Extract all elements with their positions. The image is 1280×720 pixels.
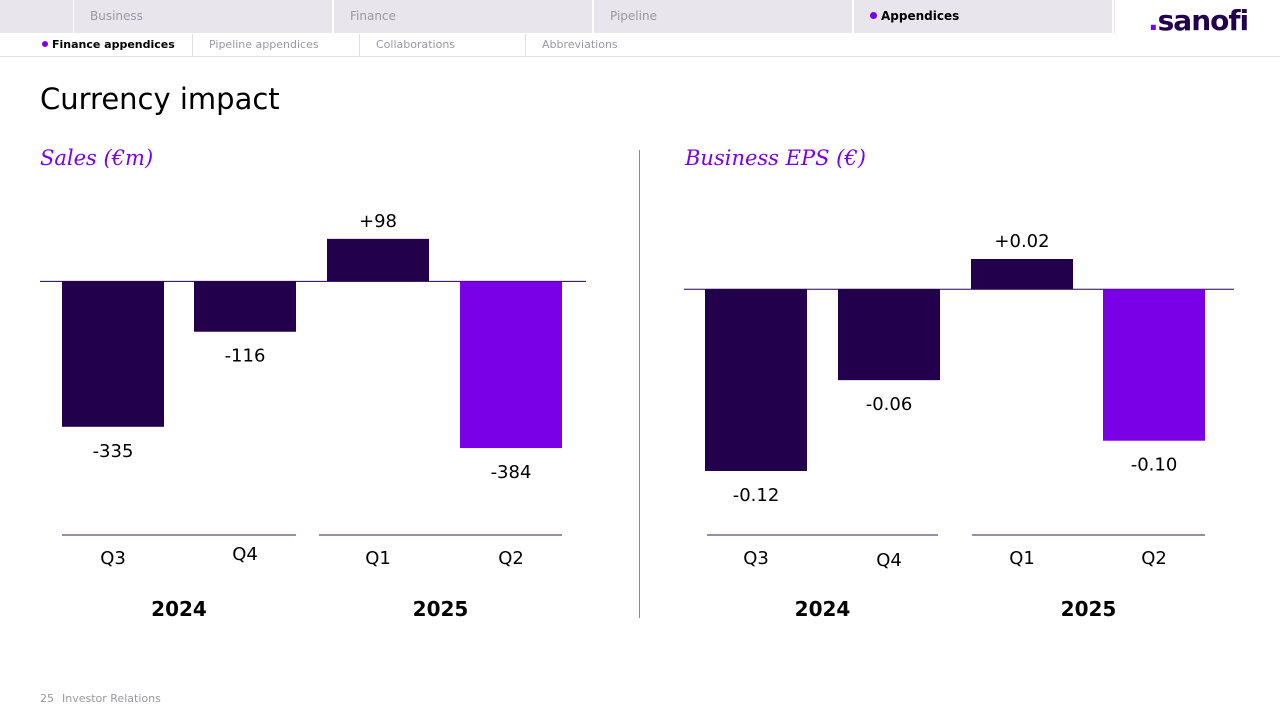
- nav-tab-finance[interactable]: Finance: [334, 0, 594, 33]
- tick-label: Q2: [1141, 548, 1167, 569]
- group-label-2024: 2024: [151, 597, 207, 621]
- page-title: Currency impact: [40, 82, 280, 116]
- active-dot-icon: [42, 41, 48, 47]
- nav-spacer: [0, 0, 74, 33]
- nav-tab-label: Pipeline: [610, 9, 657, 23]
- footer: 25 Investor Relations: [40, 692, 161, 705]
- data-label: -0.12: [733, 485, 780, 506]
- subtab-label: Pipeline appendices: [209, 38, 319, 51]
- bar-q3: [62, 281, 164, 427]
- eps-chart-title: Business EPS (€): [685, 146, 866, 170]
- nav-tab-business[interactable]: Business: [74, 0, 334, 33]
- eps-chart: -0.12 Q3 -0.06 Q4 +0.02 Q1 -0.10 Q2 2024 2025: [684, 231, 1234, 621]
- footer-text: Investor Relations: [62, 692, 161, 705]
- group-label-2025: 2025: [1061, 597, 1117, 621]
- bar-q3: [705, 289, 807, 471]
- data-label: +98: [359, 211, 397, 232]
- subtab-label: Abbreviations: [542, 38, 618, 51]
- data-label: -116: [225, 346, 266, 367]
- bar-q1: [327, 238, 429, 282]
- sales-chart-title: Sales (€m): [40, 146, 154, 170]
- bar-q4: [194, 281, 296, 332]
- page-number: 25: [40, 692, 54, 705]
- bar-q4: [838, 289, 940, 381]
- subtab-collaborations[interactable]: Collaborations: [360, 34, 526, 56]
- subtab-label: Collaborations: [376, 38, 456, 51]
- subtab-abbreviations[interactable]: Abbreviations: [526, 34, 676, 56]
- chart-divider: [639, 150, 640, 618]
- top-nav: Business Finance Pipeline Appendices: [0, 0, 1115, 33]
- active-dot-icon: [870, 12, 877, 19]
- nav-tab-pipeline[interactable]: Pipeline: [594, 0, 854, 33]
- data-label: -384: [491, 462, 532, 483]
- bar-q2: [1103, 289, 1205, 441]
- nav-tab-appendices[interactable]: Appendices: [854, 0, 1114, 33]
- tick-label: Q4: [876, 550, 902, 571]
- data-label: -335: [93, 441, 134, 462]
- data-label: +0.02: [994, 231, 1049, 252]
- nav-tab-label: Appendices: [881, 9, 960, 23]
- tick-label: Q3: [100, 548, 126, 569]
- nav-tab-label: Business: [90, 9, 143, 23]
- subtab-label: Finance appendices: [52, 38, 175, 51]
- bar-q1: [971, 259, 1073, 290]
- tick-label: Q2: [498, 548, 524, 569]
- tick-label: Q1: [1009, 548, 1035, 569]
- subtab-finance-appendices[interactable]: Finance appendices: [0, 34, 193, 56]
- sales-chart: -335 Q3 -116 Q4 +98 Q1 -384 Q2 2024 2025: [40, 211, 586, 621]
- sanofi-logo: .sanofi: [1148, 4, 1249, 37]
- group-label-2025: 2025: [413, 597, 469, 621]
- tick-label: Q3: [743, 548, 769, 569]
- tick-label: Q4: [232, 544, 258, 565]
- data-label: -0.06: [866, 394, 913, 415]
- bar-q2: [460, 281, 562, 449]
- group-label-2024: 2024: [795, 597, 851, 621]
- sub-nav: Finance appendices Pipeline appendices C…: [0, 34, 1280, 57]
- data-label: -0.10: [1131, 455, 1178, 476]
- tick-label: Q1: [365, 548, 391, 569]
- nav-tab-label: Finance: [350, 9, 396, 23]
- subtab-pipeline-appendices[interactable]: Pipeline appendices: [193, 34, 360, 56]
